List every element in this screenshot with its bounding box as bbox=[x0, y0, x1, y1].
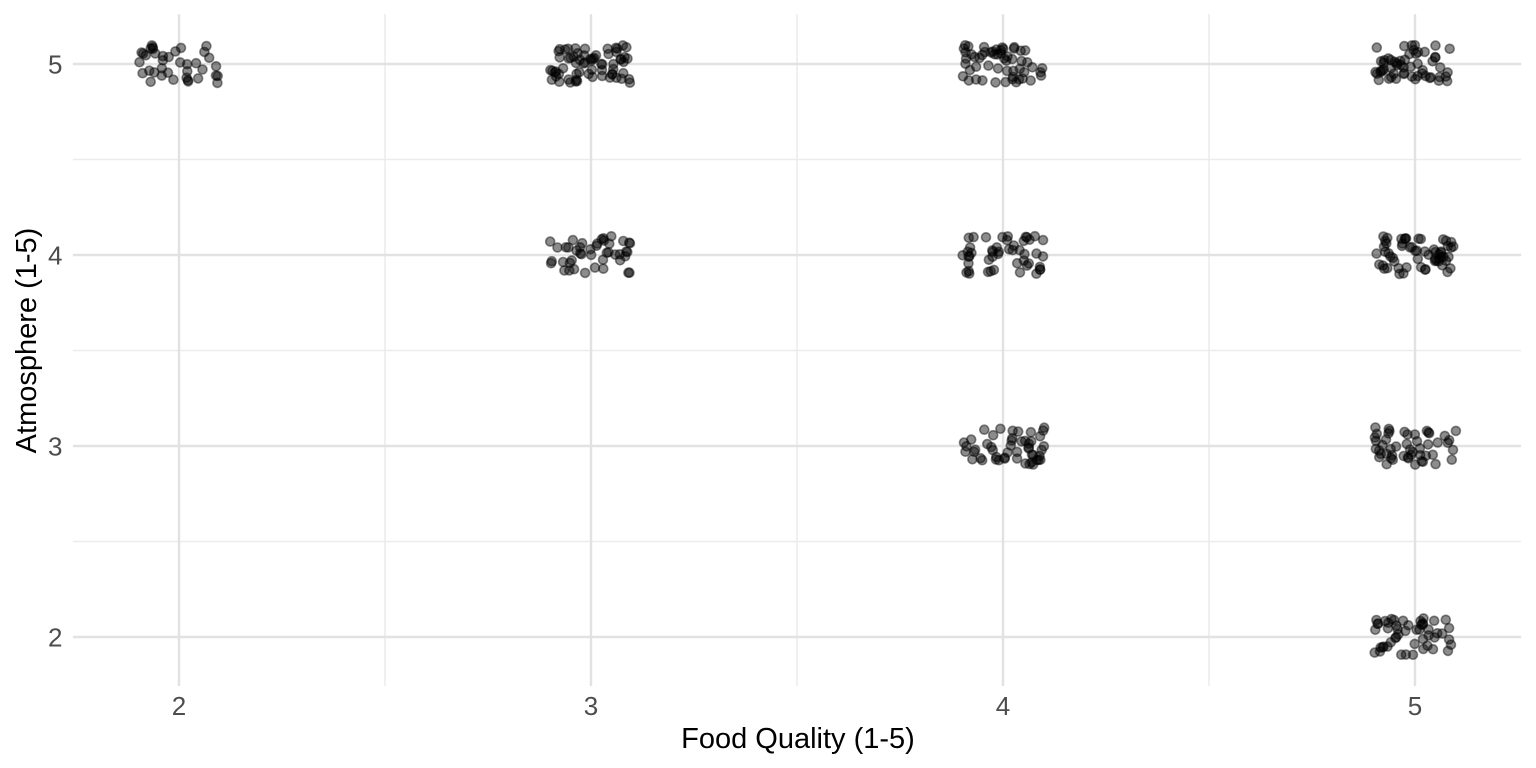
svg-text:4: 4 bbox=[996, 691, 1010, 721]
svg-text:3: 3 bbox=[48, 432, 62, 462]
svg-text:5: 5 bbox=[1408, 691, 1422, 721]
svg-text:Food Quality (1-5): Food Quality (1-5) bbox=[681, 723, 915, 755]
svg-text:4: 4 bbox=[48, 241, 62, 271]
svg-text:5: 5 bbox=[48, 50, 62, 80]
svg-text:2: 2 bbox=[48, 623, 62, 653]
svg-text:3: 3 bbox=[584, 691, 598, 721]
svg-text:2: 2 bbox=[172, 691, 186, 721]
svg-text:Atmosphere (1-5): Atmosphere (1-5) bbox=[11, 228, 43, 454]
